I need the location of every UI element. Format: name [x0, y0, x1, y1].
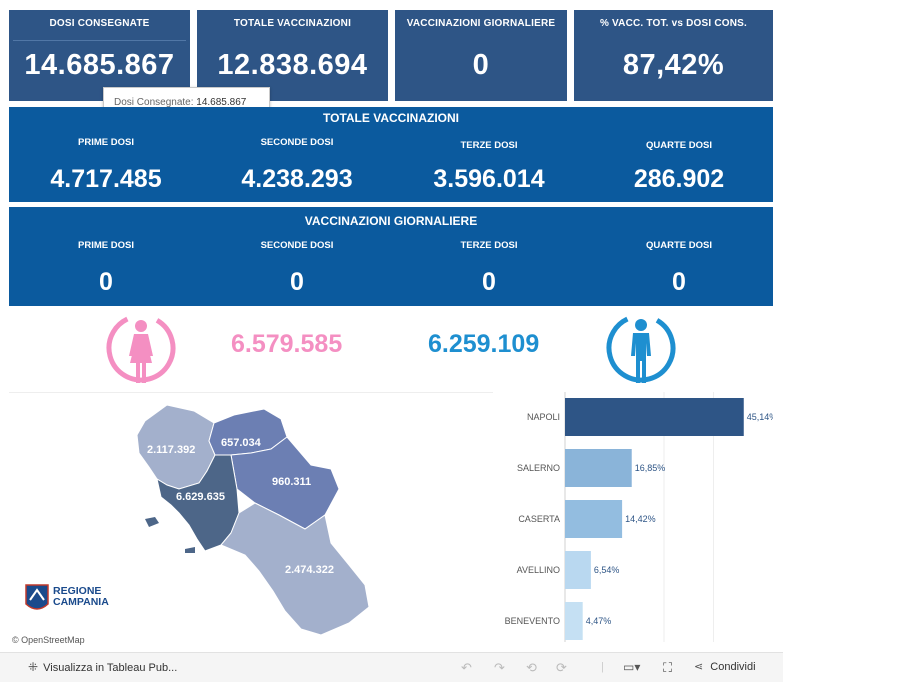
label-terze-dosi: TERZE DOSI: [460, 240, 518, 251]
value-quarte-dosi: 0: [672, 268, 686, 296]
totale-vaccinazioni-band: TOTALE VACCINAZIONI PRIME DOSI SECONDE D…: [9, 107, 773, 202]
bar-value-caserta: 14,42%: [625, 514, 656, 524]
logo-text-line2: CAMPANIA: [53, 596, 109, 608]
map-label-benevento: 657.034: [221, 437, 261, 449]
bar-label-avellino: AVELLINO: [517, 565, 560, 575]
kpi-vaccinazioni-giornaliere[interactable]: VACCINAZIONI GIORNALIERE 0: [395, 10, 567, 101]
kpi-label: VACCINAZIONI GIORNALIERE: [406, 18, 556, 29]
bar-caserta[interactable]: [565, 500, 623, 538]
kpi-divider: [13, 40, 186, 41]
kpi-dosi-consegnate[interactable]: DOSI CONSEGNATE 14.685.867: [9, 10, 190, 101]
male-value: 6.259.109: [428, 330, 540, 358]
kpi-label: % VACC. TOT. vs DOSI CONS.: [599, 18, 748, 29]
kpi-label: TOTALE VACCINAZIONI: [233, 18, 352, 29]
vaccinazioni-giornaliere-band: VACCINAZIONI GIORNALIERE PRIME DOSI SECO…: [9, 207, 773, 306]
label-quarte-dosi: QUARTE DOSI: [646, 140, 712, 151]
redo-icon[interactable]: ↷: [494, 660, 505, 675]
island-capri: [185, 547, 195, 553]
label-prime-dosi: PRIME DOSI: [78, 240, 134, 251]
device-layout-icon[interactable]: ▭▾: [623, 660, 641, 674]
region-salerno: [220, 502, 370, 636]
bar-label-benevento: BENEVENTO: [505, 616, 560, 626]
bar-value-salerno: 16,85%: [635, 463, 666, 473]
map-label-avellino: 960.311: [272, 476, 312, 488]
share-icon: ⋖: [694, 661, 704, 673]
bar-label-caserta: CASERTA: [518, 514, 560, 524]
value-terze-dosi: 3.596.014: [433, 165, 545, 193]
tooltip-value: 14.685.867: [196, 97, 247, 108]
value-quarte-dosi: 286.902: [633, 165, 725, 193]
tableau-toolbar: ⁜ Visualizza in Tableau Pub... ↶ ↷ ⟲ ⟳ |…: [0, 652, 783, 682]
kpi-value: 12.838.694: [217, 49, 368, 81]
bar-value-napoli: 45,14%: [747, 412, 773, 422]
province-bar-chart: NAPOLI 45,14% SALERNO 16,85% CASERTA 14,42% AV…: [495, 392, 773, 647]
bar-napoli[interactable]: [565, 398, 744, 436]
undo-icon[interactable]: ↶: [461, 660, 472, 675]
band-title: VACCINAZIONI GIORNALIERE: [304, 214, 478, 228]
bar-chart-svg: NAPOLI 45,14% SALERNO 16,85% CASERTA 14,42% AV…: [505, 392, 773, 642]
logo-text-line1: REGIONE: [53, 585, 102, 597]
map-attribution[interactable]: © OpenStreetMap: [12, 635, 85, 645]
label-seconde-dosi: SECONDE DOSI: [260, 137, 334, 148]
value-terze-dosi: 0: [482, 268, 496, 296]
kpi-value: 0: [472, 49, 490, 81]
regione-campania-logo: REGIONE CAMPANIA: [25, 584, 125, 616]
share-label: Condividi: [710, 661, 756, 673]
bar-avellino[interactable]: [565, 551, 591, 589]
female-icon: [106, 313, 176, 383]
label-quarte-dosi: QUARTE DOSI: [646, 240, 712, 251]
tooltip-label: Dosi Consegnate:: [114, 97, 194, 108]
label-prime-dosi: PRIME DOSI: [78, 137, 134, 148]
island-ischia: [145, 517, 159, 527]
bar-benevento[interactable]: [565, 602, 583, 640]
bar-label-napoli: NAPOLI: [527, 412, 560, 422]
bar-label-salerno: SALERNO: [517, 463, 560, 473]
bar-value-avellino: 6,54%: [594, 565, 620, 575]
fullscreen-icon[interactable]: ⛶: [663, 660, 673, 675]
campania-map[interactable]: [9, 393, 493, 648]
revert-icon[interactable]: ⟲: [526, 660, 537, 675]
map-label-salerno: 2.474.322: [285, 564, 334, 576]
kpi-label: DOSI CONSEGNATE: [49, 18, 150, 29]
tableau-icon: ⁜: [28, 660, 39, 674]
refresh-icon[interactable]: ⟳: [556, 660, 567, 675]
female-value: 6.579.585: [231, 330, 343, 358]
bar-value-benevento: 4,47%: [586, 616, 612, 626]
kpi-value: 14.685.867: [24, 49, 175, 81]
band-title: TOTALE VACCINAZIONI: [323, 111, 459, 125]
kpi-value: 87,42%: [622, 49, 725, 81]
toolbar-divider: |: [601, 661, 604, 673]
kpi-totale-vaccinazioni[interactable]: TOTALE VACCINAZIONI 12.838.694: [197, 10, 388, 101]
map-panel[interactable]: 2.117.392 657.034 960.311 6.629.635 2.47…: [9, 392, 493, 648]
value-prime-dosi: 4.717.485: [50, 165, 162, 193]
view-in-tableau-label: Visualizza in Tableau Pub...: [43, 662, 178, 674]
share-button[interactable]: ⋖ Condividi: [694, 653, 756, 682]
map-label-caserta: 2.117.392: [147, 444, 196, 456]
view-in-tableau-link[interactable]: ⁜ Visualizza in Tableau Pub...: [28, 653, 177, 682]
value-seconde-dosi: 0: [290, 268, 304, 296]
label-terze-dosi: TERZE DOSI: [460, 140, 518, 151]
value-seconde-dosi: 4.238.293: [241, 165, 353, 193]
map-label-napoli: 6.629.635: [176, 491, 225, 503]
kpi-percentuale[interactable]: % VACC. TOT. vs DOSI CONS. 87,42%: [574, 10, 773, 101]
value-prime-dosi: 0: [99, 268, 113, 296]
label-seconde-dosi: SECONDE DOSI: [260, 240, 334, 251]
bar-salerno[interactable]: [565, 449, 632, 487]
male-icon: [606, 313, 676, 383]
